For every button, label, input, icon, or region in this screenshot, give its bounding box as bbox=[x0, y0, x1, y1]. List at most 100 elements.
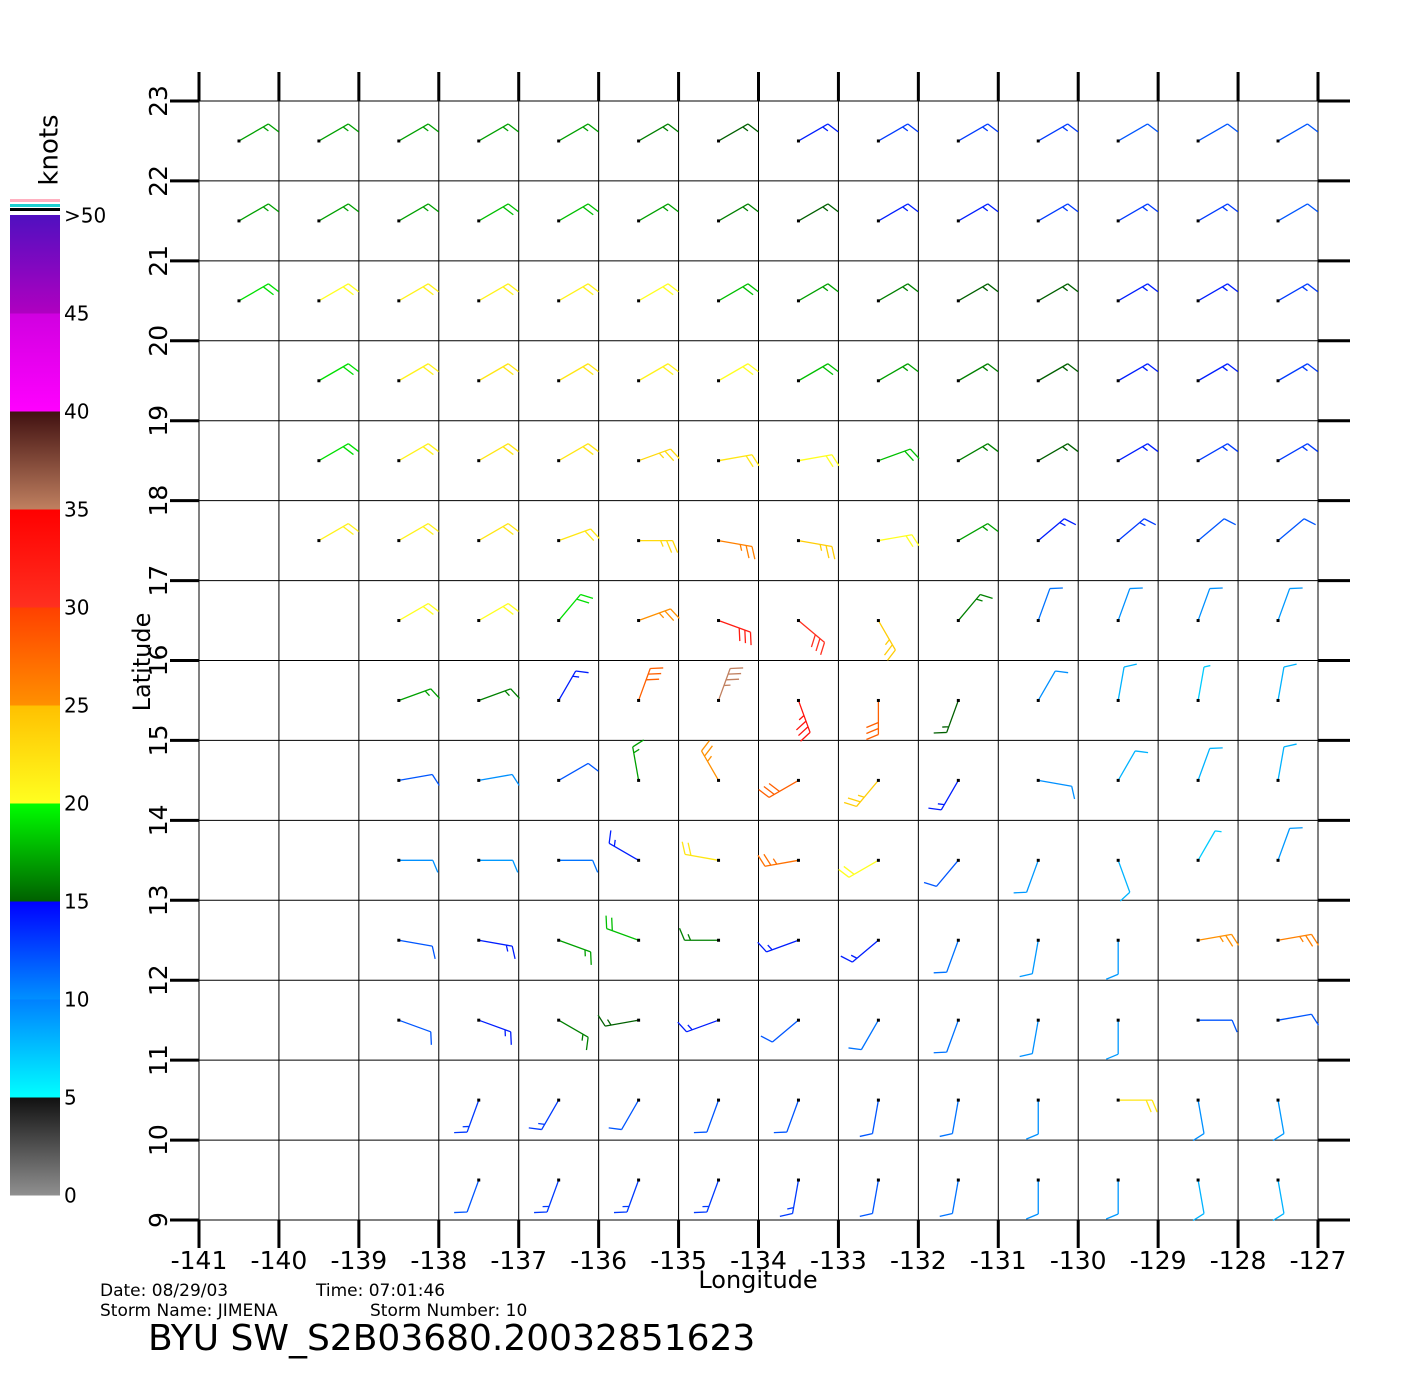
wind-barb bbox=[957, 523, 999, 542]
wind-point bbox=[956, 1098, 960, 1102]
wind-point bbox=[637, 539, 641, 543]
x-tick-label: -135 bbox=[650, 1246, 707, 1275]
wind-barb bbox=[398, 363, 439, 382]
wind-point bbox=[1276, 139, 1280, 143]
wind-point bbox=[1276, 1178, 1280, 1182]
wind-barb bbox=[878, 534, 920, 548]
wind-barb bbox=[718, 619, 752, 646]
colorbar-tick-label: 25 bbox=[64, 694, 89, 718]
wind-barb bbox=[939, 1179, 959, 1217]
wind-barb bbox=[1117, 203, 1159, 222]
wind-point bbox=[796, 1018, 800, 1022]
wind-barb bbox=[798, 203, 839, 222]
wind-barb bbox=[613, 1179, 640, 1214]
wind-barb bbox=[1277, 283, 1319, 302]
wind-point bbox=[956, 778, 960, 782]
wind-barb bbox=[318, 123, 360, 142]
wind-point bbox=[557, 139, 561, 143]
wind-barb bbox=[1277, 587, 1303, 621]
wind-point bbox=[796, 858, 800, 862]
wind-point bbox=[1116, 1178, 1120, 1182]
wind-barb bbox=[1277, 518, 1316, 542]
x-tick-label: -132 bbox=[890, 1246, 947, 1275]
y-tick-label: 13 bbox=[144, 884, 173, 916]
wind-barb bbox=[933, 940, 959, 974]
wind-barb bbox=[718, 283, 759, 302]
wind-point bbox=[876, 858, 880, 862]
wind-barb bbox=[558, 1019, 589, 1051]
wind-point bbox=[717, 459, 721, 463]
wind-point bbox=[956, 938, 960, 942]
wind-point bbox=[796, 299, 800, 303]
wind-point bbox=[477, 299, 481, 303]
wind-barb bbox=[478, 688, 520, 702]
wind-point bbox=[1276, 619, 1280, 623]
wind-barb bbox=[1117, 283, 1159, 302]
wind-barb bbox=[693, 1179, 720, 1214]
wind-barb bbox=[1192, 1179, 1205, 1222]
wind-barb bbox=[478, 283, 519, 302]
colorbar-segment bbox=[10, 509, 60, 608]
wind-barb bbox=[1105, 1180, 1119, 1220]
wind-point bbox=[796, 938, 800, 942]
wind-barb bbox=[454, 1179, 480, 1214]
wind-point bbox=[397, 539, 401, 543]
wind-point bbox=[717, 539, 721, 543]
wind-point bbox=[397, 858, 401, 862]
wind-point bbox=[1196, 539, 1200, 543]
wind-barb bbox=[558, 283, 599, 302]
wind-barb bbox=[866, 700, 880, 741]
y-tick-label: 21 bbox=[144, 245, 173, 277]
wind-point bbox=[1036, 219, 1040, 223]
wind-barb bbox=[795, 700, 811, 742]
x-tick-label: -128 bbox=[1210, 1246, 1267, 1275]
wind-point bbox=[876, 139, 880, 143]
wind-point bbox=[397, 299, 401, 303]
wind-barb bbox=[878, 363, 919, 382]
wind-barb bbox=[1117, 860, 1131, 902]
wind-point bbox=[557, 219, 561, 223]
wind-barb bbox=[398, 523, 439, 542]
wind-point bbox=[317, 539, 321, 543]
wind-barb bbox=[534, 1179, 560, 1214]
wind-barb bbox=[478, 773, 520, 786]
wind-barb bbox=[718, 454, 760, 468]
wind-barb bbox=[773, 1099, 800, 1134]
wind-barb bbox=[1037, 518, 1077, 542]
x-axis-label: Longitude bbox=[698, 1266, 817, 1294]
wind-point bbox=[1116, 1018, 1120, 1022]
wind-barb bbox=[1197, 363, 1239, 382]
wind-point bbox=[637, 1098, 641, 1102]
wind-barb bbox=[1105, 940, 1119, 980]
wind-point bbox=[1276, 379, 1280, 383]
wind-barb bbox=[558, 363, 599, 382]
wind-barb bbox=[1197, 830, 1222, 861]
wind-point bbox=[1116, 1098, 1120, 1102]
wind-point bbox=[956, 619, 960, 623]
wind-point bbox=[637, 139, 641, 143]
wind-barb bbox=[638, 539, 679, 553]
wind-barb bbox=[1198, 1019, 1238, 1033]
wind-barb bbox=[957, 283, 999, 302]
colorbar-segment bbox=[10, 411, 60, 510]
wind-barb bbox=[1277, 123, 1319, 142]
wind-barb bbox=[478, 859, 519, 873]
wind-point bbox=[637, 459, 641, 463]
wind-point bbox=[956, 1018, 960, 1022]
wind-point bbox=[637, 938, 641, 942]
wind-barb bbox=[1037, 587, 1063, 621]
y-tick-label: 20 bbox=[144, 325, 173, 357]
colorbar-segment bbox=[10, 607, 60, 706]
colorbar-tick-label: 0 bbox=[64, 1184, 77, 1208]
wind-barb bbox=[859, 1099, 880, 1138]
wind-point bbox=[717, 858, 721, 862]
wind-point bbox=[477, 619, 481, 623]
wind-point bbox=[637, 219, 641, 223]
wind-barb bbox=[1118, 1099, 1158, 1113]
wind-barb bbox=[608, 830, 639, 861]
wind-point bbox=[796, 1098, 800, 1102]
wind-point bbox=[1196, 1018, 1200, 1022]
wind-barb bbox=[843, 779, 879, 808]
wind-point bbox=[1116, 858, 1120, 862]
wind-barb bbox=[238, 123, 280, 142]
